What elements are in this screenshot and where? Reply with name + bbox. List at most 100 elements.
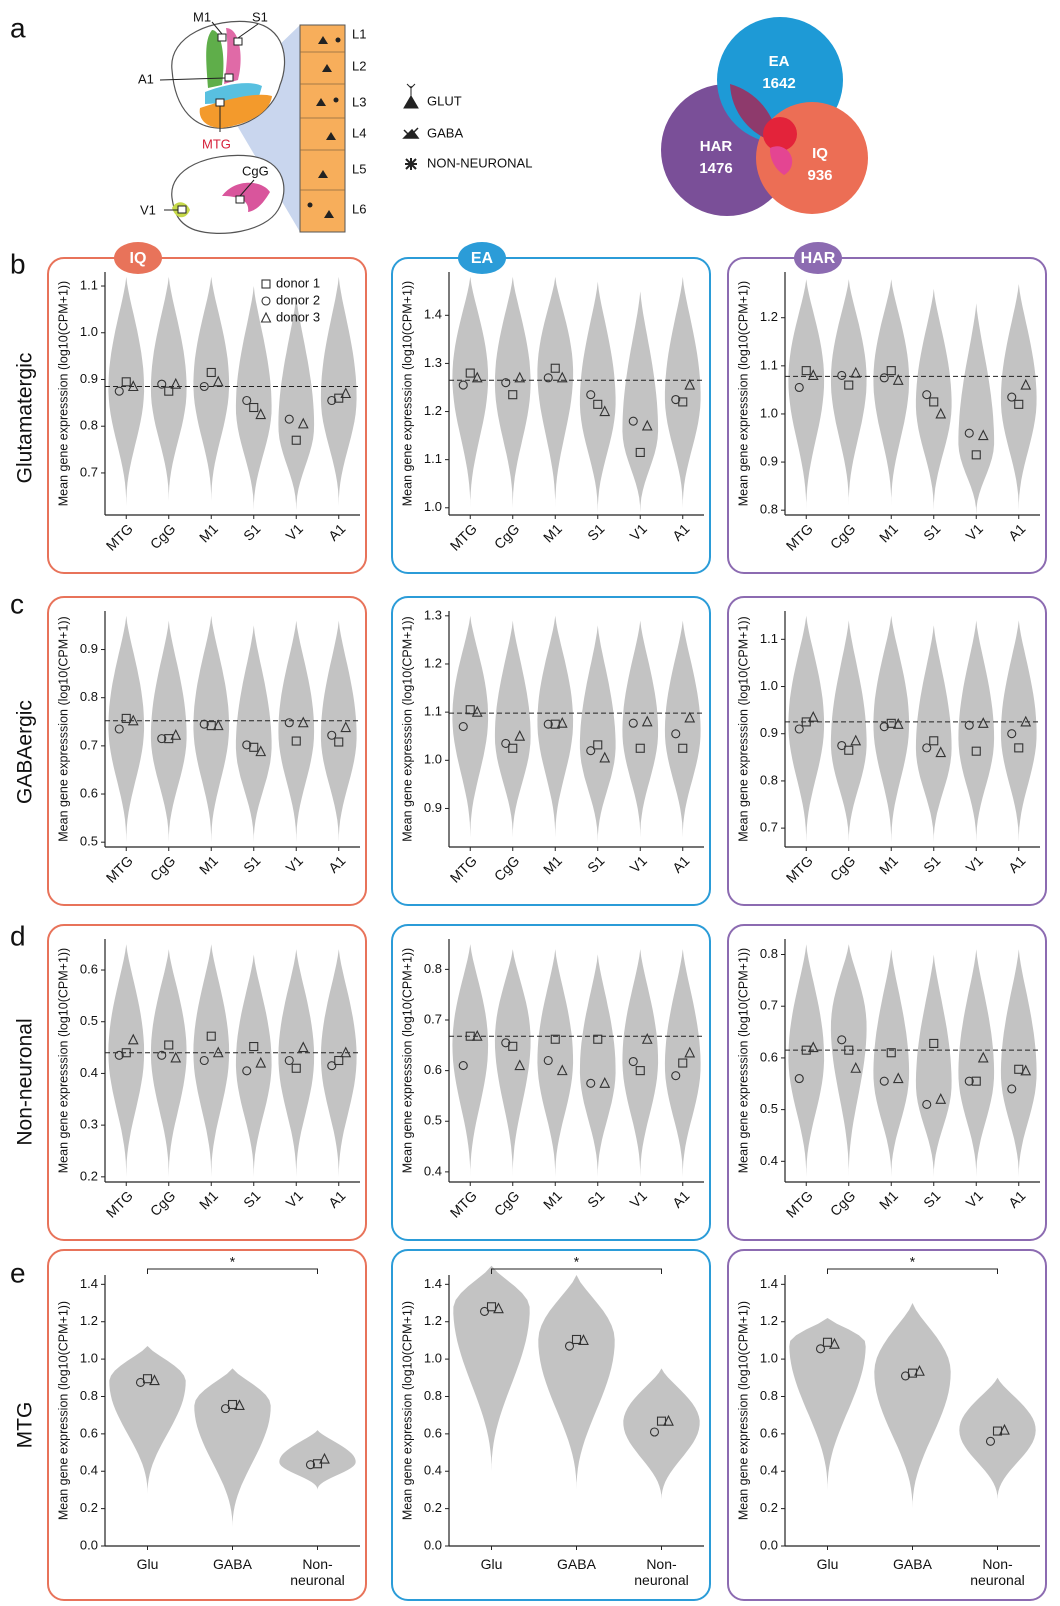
y-tick-label: 0.8 xyxy=(424,961,442,976)
violin xyxy=(916,625,952,842)
x-tick-label: S1 xyxy=(920,852,944,876)
violin xyxy=(665,277,701,508)
x-tick-label: M1 xyxy=(876,1187,901,1212)
x-tick-label: A1 xyxy=(325,1187,349,1211)
y-tick-label: 1.2 xyxy=(424,1313,442,1328)
y-tick-label: 0.7 xyxy=(80,464,98,479)
x-tick-label: S1 xyxy=(584,1187,608,1211)
violin xyxy=(193,616,229,842)
x-tick-label: S1 xyxy=(240,1187,264,1211)
group-badge-label: IQ xyxy=(130,250,147,267)
x-tick-label: MTG xyxy=(783,1187,816,1220)
y-tick-label: 0.4 xyxy=(760,1463,778,1478)
y-tick-label: 1.0 xyxy=(80,324,98,339)
donor-marker xyxy=(262,313,271,322)
region-label: S1 xyxy=(252,9,268,24)
significance-bracket xyxy=(828,1269,998,1274)
violin xyxy=(108,944,144,1177)
y-tick-label: 1.4 xyxy=(760,1276,778,1291)
y-tick-label: 1.1 xyxy=(424,451,442,466)
x-tick-label: MTG xyxy=(783,520,816,553)
y-tick-label: 0.2 xyxy=(760,1500,778,1515)
y-tick-label: 0.6 xyxy=(80,961,98,976)
cell-type-label: GABA xyxy=(427,125,463,140)
x-tick-label: MTG xyxy=(447,852,480,885)
x-tick-label: A1 xyxy=(1005,852,1029,876)
x-tick-label: S1 xyxy=(240,520,264,544)
x-tick-label: MTG xyxy=(103,520,136,553)
panel-label: d xyxy=(10,920,26,951)
y-tick-label: 1.1 xyxy=(760,631,778,646)
violin xyxy=(831,620,867,842)
chart-panel: 0.70.80.91.01.1Mean gene expresssion (lo… xyxy=(728,597,1046,905)
violin xyxy=(452,277,488,508)
x-tick-label: Glu xyxy=(459,1556,525,1572)
y-tick-label: 0.6 xyxy=(760,1049,778,1064)
x-tick-label: CgG xyxy=(827,520,859,552)
marker-box xyxy=(216,99,224,106)
violin xyxy=(622,949,658,1177)
x-tick-label: CgG xyxy=(491,852,523,884)
x-tick-label: CgG xyxy=(491,520,523,552)
y-axis-label: Mean gene expresssion (log10(CPM+1)) xyxy=(400,281,414,506)
violin xyxy=(916,289,952,510)
y-tick-label: 1.0 xyxy=(760,1351,778,1366)
y-tick-label: 0.8 xyxy=(424,1388,442,1403)
significance-bracket xyxy=(148,1269,318,1274)
cell-legend: GLUT GABA NON-NEURONAL xyxy=(404,84,532,170)
chart-panel: 0.20.30.40.50.6Mean gene expresssion (lo… xyxy=(48,925,366,1240)
violin xyxy=(580,625,616,842)
y-tick-label: 0.7 xyxy=(760,820,778,835)
violin xyxy=(278,295,314,510)
violin xyxy=(916,955,952,1177)
y-tick-label: 0.9 xyxy=(760,725,778,740)
y-axis-label: Mean gene expresssion (log10(CPM+1)) xyxy=(736,281,750,506)
violin xyxy=(452,616,488,838)
venn-count: 1642 xyxy=(762,75,795,92)
y-tick-label: 0.4 xyxy=(424,1163,442,1178)
x-tick-label: Non-neuronal xyxy=(965,1556,1031,1588)
y-tick-label: 0.8 xyxy=(760,946,778,961)
y-tick-label: 1.0 xyxy=(760,405,778,420)
y-tick-label: 0.8 xyxy=(760,502,778,517)
x-tick-label: CgG xyxy=(491,1187,523,1219)
x-tick-label: V1 xyxy=(963,852,987,876)
layer-label: L2 xyxy=(352,58,366,73)
y-tick-label: 0.9 xyxy=(80,641,98,656)
x-tick-label: A1 xyxy=(325,520,349,544)
violin xyxy=(236,286,272,510)
y-tick-label: 0.6 xyxy=(760,1425,778,1440)
violin xyxy=(958,303,994,515)
donor-marker xyxy=(262,280,270,288)
violin xyxy=(789,1318,865,1490)
violin xyxy=(959,1378,1035,1500)
y-tick-label: 0.4 xyxy=(80,1065,98,1080)
venn-overlap xyxy=(763,117,797,151)
figure: a b c d e Glutamatergic GABAergic Non-ne… xyxy=(0,0,1060,1606)
violin xyxy=(537,949,573,1177)
y-tick-label: 1.2 xyxy=(80,1313,98,1328)
marker-box xyxy=(234,38,242,45)
x-tick-label: MTG xyxy=(103,1187,136,1220)
donor-marker xyxy=(262,297,270,305)
chart-panel: 0.91.01.11.21.3Mean gene expresssion (lo… xyxy=(392,597,710,905)
region-label: A1 xyxy=(138,71,154,86)
legend-label: donor 2 xyxy=(276,292,320,307)
x-tick-label: V1 xyxy=(283,852,307,876)
violin xyxy=(109,1346,185,1494)
violin xyxy=(1001,284,1037,510)
brain-diagram: M1 S1 A1 MTG CgG V1 L1 L2 L3 L4 L5 L6 xyxy=(138,9,366,233)
x-tick-label: V1 xyxy=(627,852,651,876)
x-tick-label: GABA xyxy=(880,1556,946,1572)
venn: EA 1642 HAR 1476 IQ 936 xyxy=(661,17,868,216)
x-tick-label: M1 xyxy=(196,520,221,545)
x-tick-label-box: Glu xyxy=(788,1556,868,1600)
y-axis-label: Mean gene expresssion (log10(CPM+1)) xyxy=(56,616,70,841)
violin xyxy=(236,955,272,1177)
y-tick-label: 0.7 xyxy=(760,998,778,1013)
x-tick-label: A1 xyxy=(1005,1187,1029,1211)
x-tick-label: CgG xyxy=(827,852,859,884)
significance-bracket xyxy=(492,1269,662,1274)
y-tick-label: 0.2 xyxy=(80,1168,98,1183)
y-tick-label: 1.0 xyxy=(424,752,442,767)
